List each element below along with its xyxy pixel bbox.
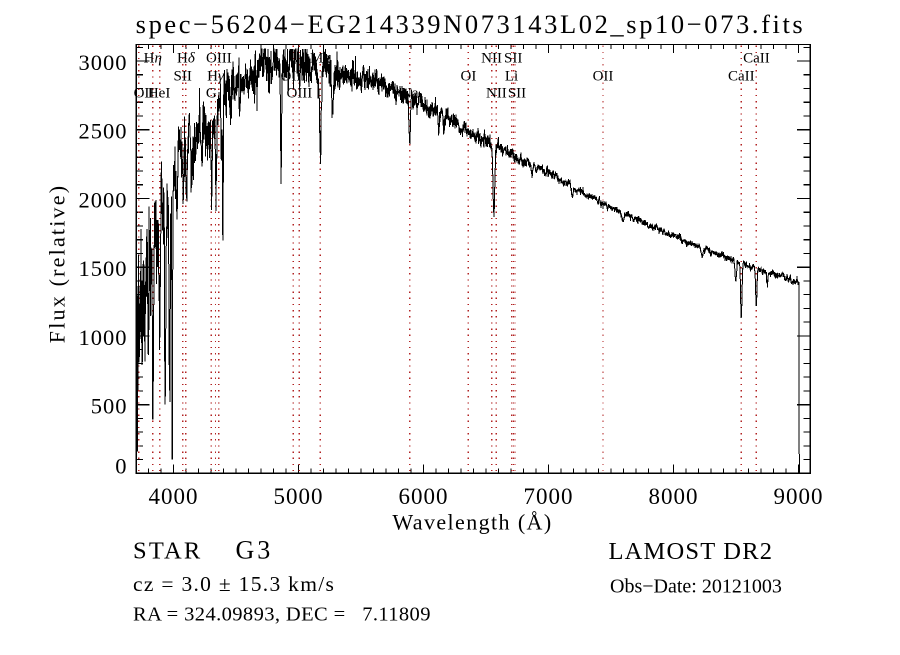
svg-text:OIII: OIII (286, 86, 312, 102)
svg-text:4000: 4000 (149, 484, 199, 509)
svg-text:7000: 7000 (524, 484, 574, 509)
svg-text:OI: OI (460, 68, 476, 84)
svg-text:HeI: HeI (148, 86, 171, 102)
svg-text:cz = 3.0 ± 15.3 km/s: cz = 3.0 ± 15.3 km/s (133, 572, 335, 596)
svg-text:6000: 6000 (399, 484, 449, 509)
svg-text:Obs−Date: 20121003: Obs−Date: 20121003 (610, 575, 782, 597)
svg-text:SII: SII (174, 68, 192, 84)
svg-text:1500: 1500 (79, 256, 128, 281)
svg-text:SII: SII (504, 50, 522, 66)
svg-text:Flux (relative): Flux (relative) (45, 184, 70, 343)
svg-text:500: 500 (91, 394, 128, 419)
svg-text:OII: OII (593, 68, 614, 84)
svg-text:Hδ: Hδ (177, 50, 196, 66)
svg-text:spec−56204−EG214339N073143L02_: spec−56204−EG214339N073143L02_sp10−073.f… (136, 9, 806, 39)
svg-text:SII: SII (508, 86, 526, 102)
svg-text:9000: 9000 (774, 484, 824, 509)
svg-text:STAR: STAR (133, 538, 202, 565)
svg-text:G: G (206, 86, 217, 102)
svg-text:Hη: Hη (144, 50, 162, 66)
svg-text:Wavelength (Å): Wavelength (Å) (392, 510, 552, 535)
svg-text:OII: OII (134, 86, 155, 102)
svg-text:1000: 1000 (79, 325, 128, 350)
svg-text:3000: 3000 (79, 50, 128, 75)
svg-text:0: 0 (115, 454, 127, 479)
svg-text:Na: Na (401, 86, 419, 102)
svg-text:Mg: Mg (310, 50, 331, 66)
svg-text:RA = 324.09893, DEC = 7.1180: RA = 324.09893, DEC = 7.11809 (133, 604, 431, 626)
svg-text:Hγ: Hγ (207, 68, 225, 84)
svg-text:2500: 2500 (79, 119, 128, 144)
svg-text:LAMOST DR2: LAMOST DR2 (609, 538, 774, 565)
svg-text:5000: 5000 (274, 484, 324, 509)
svg-text:G3: G3 (236, 536, 274, 565)
svg-text:CaII: CaII (743, 50, 770, 66)
svg-text:8000: 8000 (649, 484, 699, 509)
svg-text:Li: Li (505, 68, 518, 84)
svg-text:CaII: CaII (728, 68, 755, 84)
svg-text:NII: NII (481, 50, 502, 66)
svg-text:2000: 2000 (79, 187, 128, 212)
svg-text:OIII: OIII (280, 68, 306, 84)
svg-text:NII: NII (486, 86, 507, 102)
svg-text:OIII: OIII (206, 50, 232, 66)
